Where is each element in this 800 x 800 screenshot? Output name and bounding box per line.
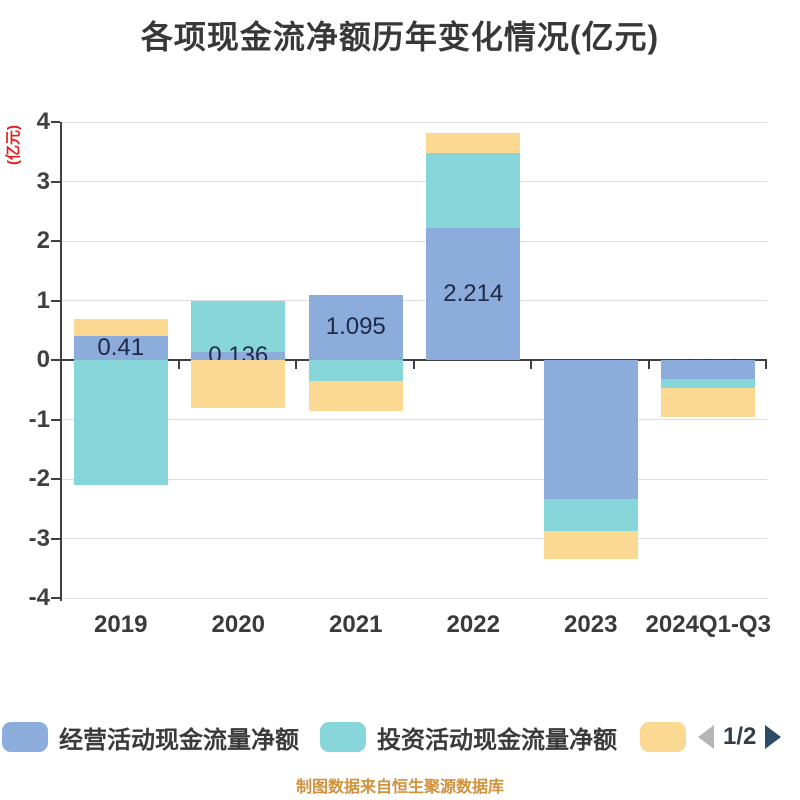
bar-value-label: 0.41 [97,333,145,361]
x-tick-label: 2019 [94,611,148,638]
bar-segment-operating [543,360,638,499]
next-page-icon[interactable] [765,725,782,749]
x-tick-label: 2020 [211,611,265,638]
gridline [62,181,767,182]
gridline [62,300,767,301]
bar-segment-investing [426,152,521,229]
y-axis-tick [51,121,60,123]
bar-segment-investing [308,360,403,382]
y-tick-label: 2 [36,227,50,254]
x-axis-tick [765,360,767,369]
legend: 经营活动现金流量净额 投资活动现金流量净额 1/2 [0,720,800,754]
x-axis-tick [177,360,180,369]
y-tick-label: -4 [28,584,50,611]
gridline [62,597,767,599]
y-tick-label: 0 [36,346,50,373]
legend-item-investing: 投资活动现金流量净额 [320,720,617,754]
x-axis-zero-line [62,359,767,361]
bar-segment-financing [543,531,638,559]
x-axis-tick [412,360,415,369]
x-tick-label: 2023 [564,611,618,638]
gridline [62,240,767,242]
y-axis-tick [51,478,60,480]
gridline [62,121,767,123]
x-axis-tick [530,360,532,369]
prev-page-icon[interactable] [698,725,714,749]
legend-label-investing: 投资活动现金流量净额 [377,726,617,754]
y-axis-spine [60,122,62,601]
legend-pagination: 1/2 [698,720,782,754]
legend-label-operating: 经营活动现金流量净额 [59,726,299,754]
bar-segment-operating [426,228,521,360]
y-tick-label: 1 [36,286,50,314]
bar-segment-investing [543,498,638,532]
y-axis-tick [51,597,60,599]
bar-value-label: 1.095 [325,313,386,341]
y-tick-label: 4 [36,108,50,135]
legend-swatch-investing [320,722,366,752]
bar-segment-financing [661,387,756,418]
gridline [62,538,767,539]
x-axis-tick [295,360,297,369]
bar-segment-investing [191,300,286,352]
legend-swatch-financing [640,722,686,752]
legend-swatch-operating [2,722,48,752]
bar-segment-financing [73,318,168,336]
chart-title: 各项现金流净额历年变化情况(亿元) [140,19,660,55]
bar-segment-operating [73,335,168,360]
x-tick-label: 2022 [446,611,500,638]
page-indicator: 1/2 [723,723,757,750]
y-axis-tick [51,359,60,361]
bar-segment-operating [308,294,403,360]
y-tick-label: 3 [36,167,50,195]
bar-segment-financing [191,360,286,409]
y-tick-label: -2 [28,465,50,492]
bar-segment-financing [308,381,403,412]
y-axis-tick [51,180,60,183]
y-tick-label: -3 [28,524,50,552]
y-axis-tick [51,537,60,540]
bar-segment-investing [73,360,168,485]
gridline [62,419,767,420]
y-tick-label: -1 [28,405,50,433]
bar-segment-financing [426,133,521,153]
y-axis-tick [51,299,60,302]
y-axis-tick [51,418,60,421]
bar-segment-operating [661,360,756,379]
bar-segment-investing [661,378,756,388]
x-tick-label: 2024Q1-Q3 [645,611,771,638]
bar-segment-operating [191,351,286,360]
data-source-note: 制图数据来自恒生聚源数据库 [295,779,504,796]
legend-item-financing [640,720,686,754]
legend-item-operating: 经营活动现金流量净额 [2,720,299,754]
x-axis-tick [647,360,650,369]
bar-value-label: 2.214 [443,280,504,308]
x-tick-label: 2021 [329,611,383,638]
gridline [62,478,767,480]
y-axis-tick [51,240,60,242]
